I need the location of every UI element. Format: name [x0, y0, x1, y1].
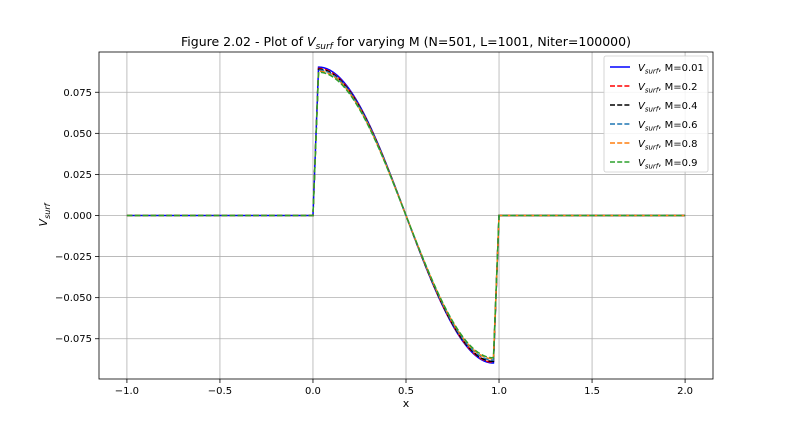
- x-axis-ticks: −1.0 −0.5 0.0 0.5 1.0 1.5 2.0: [115, 379, 693, 397]
- y-tick-label: −0.025: [55, 252, 92, 263]
- legend-box: [603, 55, 709, 173]
- x-tick-label: 1.5: [584, 386, 600, 397]
- legend-entry: Vsurf, M=0.8: [638, 139, 698, 152]
- x-tick-label: 1.0: [491, 386, 507, 397]
- legend: Vsurf, M=0.01 Vsurf, M=0.2 Vsurf, M=0.4 Vsu…: [603, 55, 709, 173]
- series-line-m-0-9: [126, 71, 686, 359]
- y-tick-label: 0.000: [63, 211, 92, 222]
- chart-title: Figure 2.02 - Plot of Vsurf for varying …: [181, 34, 631, 52]
- legend-entry: Vsurf, M=0.6: [638, 120, 698, 133]
- y-tick-label: 0.075: [63, 88, 92, 99]
- x-axis-title: x: [403, 397, 410, 410]
- x-tick-label: 2.0: [677, 386, 693, 397]
- x-tick-label: −1.0: [115, 386, 139, 397]
- x-tick-label: 0.5: [398, 386, 414, 397]
- x-tick-label: 0.0: [305, 386, 321, 397]
- series-lines: [126, 66, 686, 364]
- y-axis-ticks: −0.075 −0.050 −0.025 0.000 0.025 0.050 0.075: [55, 88, 99, 345]
- x-tick-label: −0.5: [208, 386, 232, 397]
- y-tick-label: −0.050: [55, 293, 92, 304]
- y-tick-label: −0.075: [55, 334, 92, 345]
- y-axis-title: Vsurf: [37, 202, 52, 226]
- legend-entry: Vsurf, M=0.4: [638, 101, 698, 114]
- legend-entry: Vsurf, M=0.01: [638, 63, 704, 76]
- legend-entry: Vsurf, M=0.9: [638, 158, 698, 171]
- legend-entry: Vsurf, M=0.2: [638, 82, 698, 95]
- y-tick-label: 0.025: [63, 170, 92, 181]
- y-tick-label: 0.050: [63, 129, 92, 140]
